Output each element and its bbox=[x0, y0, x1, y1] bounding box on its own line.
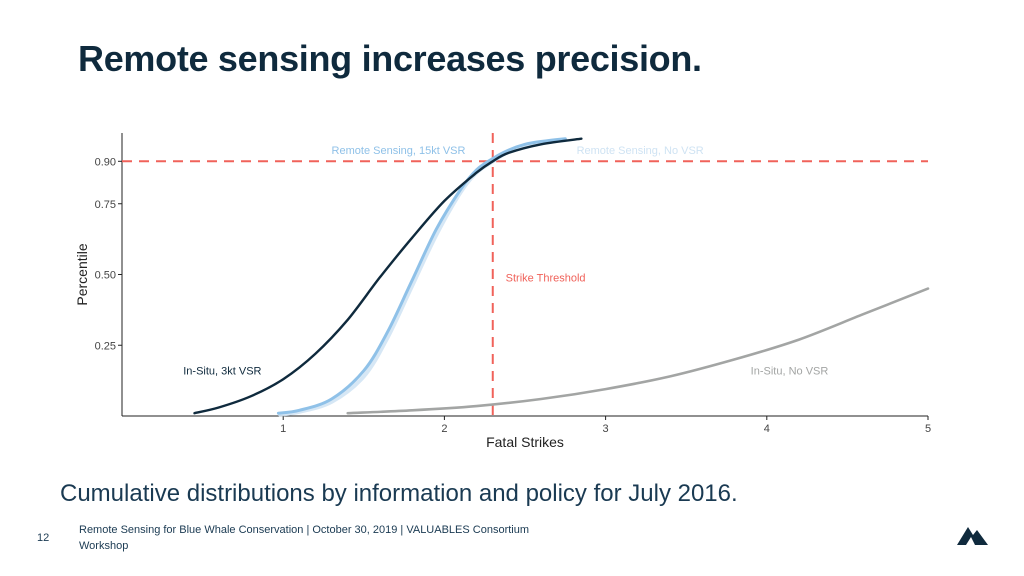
slide-caption: Cumulative distributions by information … bbox=[60, 480, 738, 507]
cumulative-distribution-chart: 1 2 3 4 5 0.25 0.50 0.75 0.90 Fatal Strikes Percen… bbox=[74, 133, 931, 450]
annotation-in-situ-3kt-vsr: In-Situ, 3kt VSR bbox=[183, 366, 261, 378]
slide-title: Remote sensing increases precision. bbox=[78, 38, 702, 79]
series-in-situ-no-vsr-line bbox=[346, 287, 930, 415]
x-tick-label: 3 bbox=[603, 423, 609, 435]
plot-axes: 1 2 3 4 5 0.25 0.50 0.75 0.90 Fatal Strikes Percen… bbox=[74, 133, 931, 450]
x-axis-title: Fatal Strikes bbox=[486, 434, 564, 450]
annotation-in-situ-no-vsr: In-Situ, No VSR bbox=[751, 366, 829, 378]
y-tick-label: 0.25 bbox=[95, 340, 116, 352]
x-tick-label: 2 bbox=[441, 423, 447, 435]
annotation-remote-sensing-no-vsr: Remote Sensing, No VSR bbox=[577, 145, 704, 157]
page-number: 12 bbox=[37, 532, 50, 544]
annotation-remote-sensing-15kt-vsr: Remote Sensing, 15kt VSR bbox=[332, 145, 466, 157]
y-tick-label: 0.50 bbox=[95, 270, 116, 282]
y-tick-label: 0.75 bbox=[95, 199, 116, 211]
footer-text: Remote Sensing for Blue Whale Conservati… bbox=[79, 524, 530, 552]
y-axis-title: Percentile bbox=[74, 243, 90, 305]
x-tick-label: 4 bbox=[764, 423, 770, 435]
chart-annotations: Remote Sensing, 15kt VSR Remote Sensing, … bbox=[183, 145, 828, 378]
annotation-strike-threshold: Strike Threshold bbox=[506, 272, 586, 284]
series-lines bbox=[193, 137, 930, 417]
series-remote-sensing-15kt-vsr-line bbox=[276, 137, 567, 415]
series-in-situ-3kt-vsr-line bbox=[193, 137, 583, 415]
x-tick-label: 5 bbox=[925, 423, 931, 435]
x-tick-label: 1 bbox=[280, 423, 286, 435]
y-tick-label: 0.90 bbox=[95, 156, 116, 168]
mountain-logo-icon bbox=[957, 527, 988, 545]
reference-lines bbox=[122, 133, 928, 416]
